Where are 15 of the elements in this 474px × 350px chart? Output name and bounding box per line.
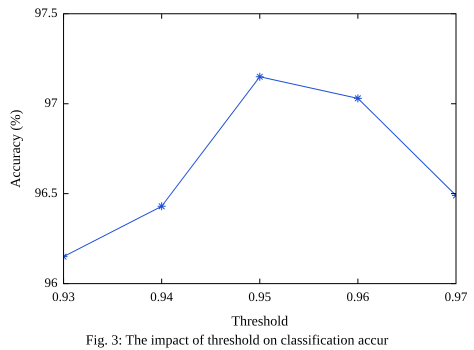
y-tick-label: 97.5 [34,5,58,20]
caption: Fig. 3: The impact of threshold on classification accur [86,334,389,349]
x-tick-label: 0.94 [150,288,174,304]
y-tick-label: 96 [44,275,58,290]
y-tick-label: 97 [44,95,58,110]
y-tick-label: 96.5 [34,185,58,200]
point [157,202,166,211]
x-tick-label: 0.97 [444,288,468,304]
x-axis-title: Threshold [231,314,288,330]
y-axis-title: Accuracy (%) [9,109,24,188]
x-tick-label: 0.96 [346,288,370,304]
point [353,94,362,103]
x-tick-label: 0.95 [248,288,272,304]
point [255,72,264,82]
x-tick-label: 0.93 [52,288,75,304]
